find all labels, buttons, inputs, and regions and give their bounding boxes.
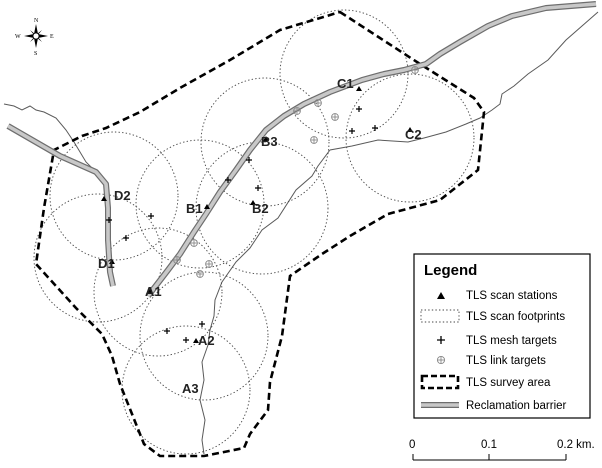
mesh-target	[349, 128, 355, 134]
mesh-target	[199, 321, 205, 327]
mesh-target	[225, 177, 231, 183]
legend: Legend TLS scan stations TLS scan footpr…	[413, 253, 591, 419]
mesh-target	[372, 125, 378, 131]
legend-link-icon	[436, 355, 446, 365]
footprint-c2	[345, 73, 475, 203]
station-label-b3: B3	[261, 134, 278, 149]
legend-label-stations: TLS scan stations	[466, 290, 558, 302]
station-label-a2: A2	[198, 333, 215, 348]
compass-arrow-west	[24, 34, 34, 38]
footprint-b1	[135, 139, 265, 269]
station-label-a1: A1	[145, 284, 162, 299]
station-label-c2: C2	[405, 127, 422, 142]
footprint-d2	[49, 131, 179, 261]
station-marker	[193, 338, 199, 343]
compass-hub	[32, 32, 40, 40]
link-target	[314, 99, 322, 107]
footprint-b3	[200, 77, 330, 207]
compass-arrow-south	[34, 38, 38, 48]
mesh-targets	[106, 106, 378, 343]
compass-south-label: S	[34, 51, 37, 57]
barrier-fill-north	[7, 124, 115, 287]
mesh-target	[123, 235, 129, 241]
legend-mesh-icon	[437, 336, 445, 344]
station-marker	[109, 259, 115, 264]
station-labels: A1 A2 A3 B1 B2 B3 C1 C2 D1 D2	[98, 76, 422, 396]
river-line-main	[199, 11, 599, 455]
compass-east-label: E	[50, 34, 54, 40]
station-label-b1: B1	[186, 201, 203, 216]
mesh-target	[183, 337, 189, 343]
mesh-target	[356, 106, 362, 112]
station-label-b2: B2	[252, 201, 269, 216]
compass-arrow-east	[38, 34, 48, 38]
river-line-north	[3, 103, 103, 181]
station-marker	[204, 204, 210, 209]
compass-west-label: W	[15, 34, 21, 40]
legend-footprint-icon	[420, 309, 460, 323]
link-target	[190, 239, 198, 247]
scale-bar	[412, 454, 567, 461]
footprint-a3	[121, 325, 251, 455]
scan-stations	[101, 86, 413, 343]
link-target	[173, 256, 181, 264]
mesh-target	[255, 185, 261, 191]
link-target	[205, 260, 213, 268]
station-marker	[356, 86, 362, 91]
scale-label-1: 0.1	[481, 439, 497, 451]
legend-label-mesh: TLS mesh targets	[466, 335, 557, 347]
scale-label-0: 0	[409, 439, 415, 451]
footprint-b2	[195, 141, 329, 275]
legend-station-icon	[437, 292, 445, 299]
station-marker	[250, 200, 256, 205]
station-label-d1: D1	[98, 256, 115, 271]
scale-label-2: 0.2 km.	[557, 439, 595, 451]
survey-area	[34, 10, 486, 458]
station-label-a3: A3	[182, 381, 199, 396]
link-targets	[173, 66, 419, 278]
station-label-c1: C1	[337, 76, 354, 91]
footprint-a1	[93, 227, 223, 357]
mesh-target	[148, 213, 154, 219]
compass-rose: N S E W	[15, 18, 54, 57]
link-target	[310, 136, 318, 144]
river-lines	[3, 11, 599, 455]
legend-label-survey: TLS survey area	[466, 377, 551, 389]
link-target	[331, 113, 339, 121]
link-target	[196, 270, 204, 278]
link-target	[293, 107, 301, 115]
station-marker	[147, 289, 153, 294]
barrier-outline-main	[145, 1, 597, 298]
legend-label-link: TLS link targets	[466, 355, 546, 367]
station-marker	[263, 136, 269, 141]
station-label-d2: D2	[114, 188, 131, 203]
compass-arrow-north	[34, 24, 38, 34]
barrier-fill-main	[146, 2, 597, 298]
reclamation-barrier	[6, 1, 597, 298]
legend-survey-icon	[420, 374, 460, 390]
legend-title: Legend	[424, 262, 477, 279]
legend-label-footprints: TLS scan footprints	[466, 311, 565, 323]
mesh-target	[106, 217, 112, 223]
station-marker	[101, 196, 107, 201]
link-target	[411, 66, 419, 74]
station-marker	[407, 127, 413, 132]
compass-north-label: N	[34, 18, 39, 24]
mesh-target	[164, 328, 170, 334]
legend-label-barrier: Reclamation barrier	[466, 400, 567, 412]
legend-box	[413, 253, 591, 419]
footprint-a2	[139, 271, 269, 401]
mesh-target	[246, 157, 252, 163]
scan-footprints	[33, 9, 475, 455]
footprint-d1	[33, 193, 163, 323]
